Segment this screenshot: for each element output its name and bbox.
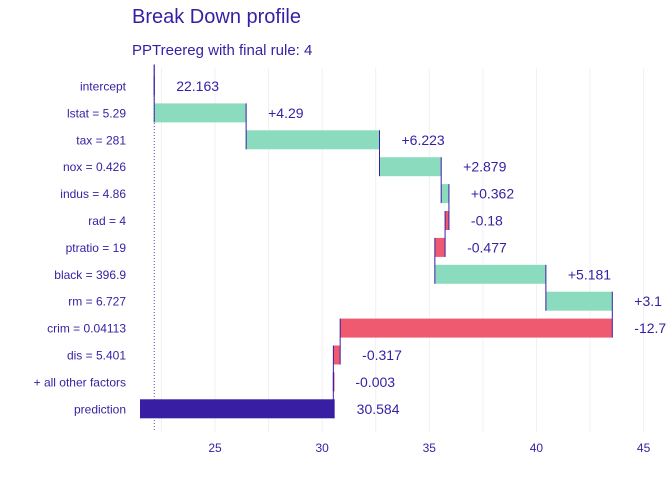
y-tick-label: black = 396.9 [54,268,126,282]
value-labels-layer: 22.163 +4.29 +6.223 +2.879 +0.362 -0.18 -0.477… [176,78,666,417]
y-tick-label: prediction [74,402,126,416]
data-label: 30.584 [357,401,400,417]
chart-subtitle: PPTreereg with final rule: 4 [132,42,313,59]
grid-layer [153,68,645,432]
decrease-bar [445,211,449,230]
data-label: 22.163 [176,78,219,94]
y-tick-label: tax = 281 [76,133,126,147]
decrease-bar [333,345,341,365]
x-tick-label: 30 [315,441,329,455]
data-label: -0.003 [355,374,395,390]
data-label: -0.477 [467,239,507,255]
data-label: +4.29 [268,105,304,121]
y-tick-label: + all other factors [34,375,126,389]
increase-bar [379,157,442,177]
prediction-bar [140,399,335,419]
y-tick-label: intercept [80,80,127,94]
increase-bar [246,130,380,150]
data-label: +5.181 [568,266,611,282]
data-label: +3.1 [634,293,662,309]
increase-bar [434,264,546,284]
y-tick-label: lstat = 5.29 [67,106,126,120]
connectors-layer [153,76,613,419]
decrease-bar [434,237,446,257]
decrease-bar [333,372,335,392]
y-axis-labels: intercept lstat = 5.29 tax = 281 nox = 0.42… [34,80,127,417]
data-label: -0.18 [471,213,503,229]
x-tick-label: 40 [530,441,544,455]
x-axis-ticks: 25 30 35 40 45 [208,441,650,455]
chart-title: Break Down profile [132,6,301,28]
data-label: -0.317 [362,347,402,363]
data-label: +6.223 [401,132,444,148]
y-tick-label: indus = 4.86 [60,187,126,201]
increase-bar [545,291,613,311]
y-tick-label: ptratio = 19 [66,241,127,255]
y-tick-label: dis = 5.401 [67,349,126,363]
bars-layer [140,64,613,419]
x-tick-label: 45 [637,441,651,455]
decrease-bar [340,318,613,338]
data-label: -12.7 [634,320,666,336]
y-tick-label: nox = 0.426 [63,160,126,174]
data-label: +2.879 [463,159,506,175]
y-tick-label: rm = 6.727 [68,295,126,309]
data-label: +0.362 [471,186,514,202]
increase-bar [441,184,449,204]
y-tick-label: rad = 4 [88,214,126,228]
x-tick-label: 25 [208,441,222,455]
increase-bar [154,103,247,123]
x-tick-label: 35 [423,441,437,455]
y-tick-label: crim = 0.04113 [47,322,126,336]
